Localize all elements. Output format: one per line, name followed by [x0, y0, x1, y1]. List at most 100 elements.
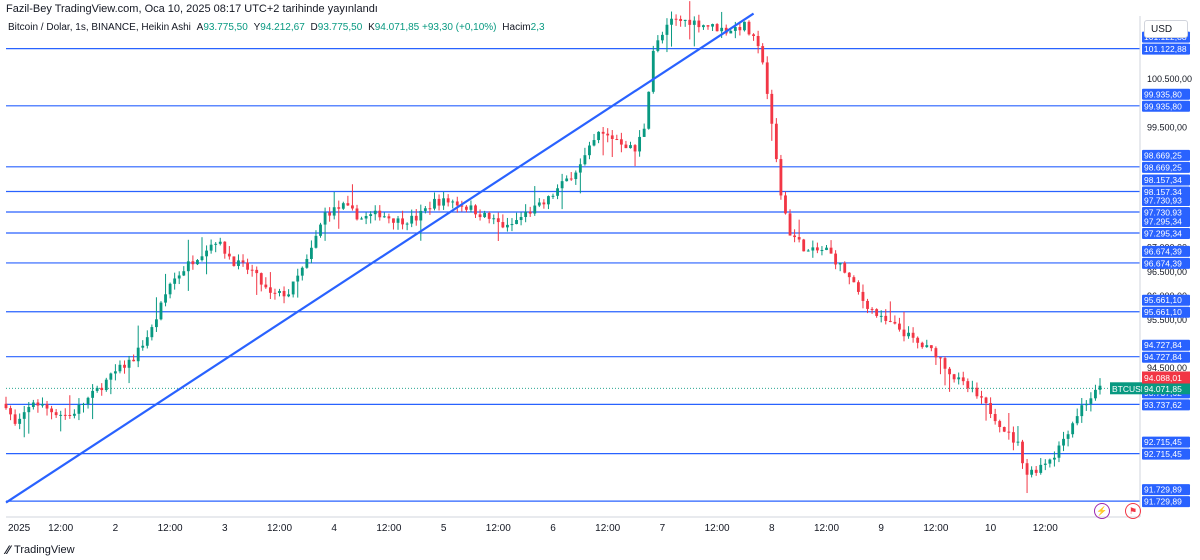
candle-body	[989, 403, 992, 414]
candle-body	[483, 213, 486, 217]
candle-body	[419, 211, 422, 221]
candle-body	[597, 132, 600, 140]
candle-body	[825, 248, 828, 250]
candle-body	[296, 276, 299, 282]
lightning-icon[interactable]: ⚡	[1094, 503, 1110, 519]
candle-body	[374, 211, 377, 214]
candle-body	[41, 404, 44, 405]
candle-body	[233, 256, 236, 266]
time-tick-label: 10	[985, 523, 997, 534]
candle-body	[392, 218, 395, 222]
candle-body	[1007, 432, 1010, 433]
currency-selector[interactable]: USD	[1144, 20, 1188, 38]
candle-body	[893, 322, 896, 324]
candle-body	[1071, 423, 1074, 434]
candle-body	[939, 357, 942, 358]
time-tick-label: 5	[441, 523, 447, 534]
candle-body	[743, 22, 746, 30]
level-tag-label: 91.729,89	[1144, 485, 1182, 495]
candle-body	[830, 248, 833, 254]
candle-body	[839, 263, 842, 265]
level-tag-label: 99.935,80	[1144, 101, 1182, 111]
candle-body	[264, 285, 267, 288]
candle-body	[533, 206, 536, 214]
candle-body	[852, 277, 855, 282]
candle-body	[738, 27, 741, 30]
candle-body	[397, 218, 400, 222]
candle-body	[351, 205, 354, 208]
level-tag-label: 93.737,62	[1144, 400, 1182, 410]
candle-body	[356, 208, 359, 219]
candle-body	[798, 237, 801, 239]
candle-body	[752, 34, 755, 36]
candle-body	[205, 251, 208, 257]
time-tick-label: 2025	[8, 523, 31, 534]
candle-body	[720, 28, 723, 31]
candle-body	[301, 268, 304, 276]
candle-body	[529, 212, 532, 214]
candle-body	[620, 139, 623, 144]
time-tick-label: 12:00	[814, 523, 839, 534]
candle-body	[201, 256, 204, 260]
candle-body	[583, 155, 586, 164]
candle-body	[105, 380, 108, 390]
candle-body	[884, 316, 887, 321]
time-tick-label: 7	[660, 523, 666, 534]
candle-body	[994, 414, 997, 421]
brand-name: TradingView	[14, 541, 75, 559]
level-tag-label: 95.661,10	[1144, 295, 1182, 305]
candle-body	[1017, 442, 1020, 443]
candle-body	[59, 415, 62, 416]
candle-body	[579, 164, 582, 172]
candle-body	[237, 260, 240, 266]
candle-body	[647, 92, 650, 129]
level-tag-label: 94.727,84	[1144, 352, 1182, 362]
candle-body	[643, 129, 646, 137]
candle-body	[305, 259, 308, 268]
candle-body	[269, 287, 272, 292]
candle-body	[766, 62, 769, 93]
candle-body	[479, 214, 482, 217]
level-tag-label: 94.727,84	[1144, 340, 1182, 350]
candle-body	[119, 365, 122, 371]
candle-body	[387, 216, 390, 218]
candle-body	[283, 291, 286, 296]
flag-icon[interactable]: ⚑	[1125, 503, 1141, 519]
tradingview-brand: ⁄⁄ TradingView	[6, 541, 75, 559]
candle-body	[652, 51, 655, 92]
candle-body	[588, 145, 591, 155]
candle-body	[606, 134, 609, 136]
candle-body	[916, 338, 919, 343]
candle-body	[602, 132, 605, 134]
candle-body	[5, 404, 8, 408]
candle-body	[593, 140, 596, 145]
candle-body	[123, 365, 126, 368]
candle-body	[406, 224, 409, 225]
candle-body	[1053, 458, 1056, 460]
candle-body	[980, 396, 983, 397]
candle-body	[552, 196, 555, 197]
candle-body	[880, 316, 883, 317]
candle-body	[903, 330, 906, 337]
candle-body	[18, 419, 21, 424]
price-tick-label: 99.500,00	[1147, 122, 1187, 132]
level-tag-label: 95.661,10	[1144, 307, 1182, 317]
price-tick-label: 100.500,00	[1147, 74, 1192, 84]
candle-body	[315, 236, 318, 248]
candle-body	[23, 412, 26, 419]
candle-body	[912, 333, 915, 338]
candle-body	[948, 369, 951, 374]
level-tag-label: 92.715,45	[1144, 449, 1182, 459]
symbol-tag-label: BTCUSD	[1112, 384, 1147, 394]
candle-body	[857, 282, 860, 292]
candle-body	[246, 262, 249, 269]
candle-body	[451, 201, 454, 202]
level-tag-label: 96.674,39	[1144, 258, 1182, 268]
candle-body	[1044, 464, 1047, 465]
candle-body	[953, 374, 956, 379]
current-price-tag-label: 94.071,85	[1144, 384, 1182, 394]
candle-body	[679, 19, 682, 21]
candle-body	[780, 159, 783, 195]
candle-body	[834, 254, 837, 265]
